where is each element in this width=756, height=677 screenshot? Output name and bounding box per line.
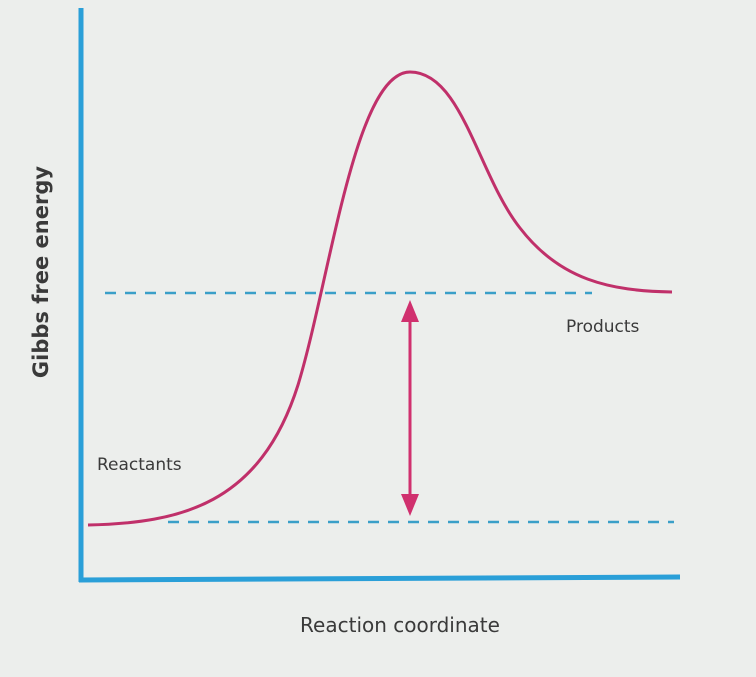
x-axis [78, 574, 681, 583]
x-axis-label: Reaction coordinate [300, 613, 500, 637]
energy-curve [87, 70, 673, 527]
y-axis-label: Gibbs free energy [29, 166, 53, 378]
arrow-head-up [401, 300, 419, 322]
arrow-head-down [401, 494, 419, 516]
products-label: Products [566, 317, 640, 337]
reactants-label: Reactants [97, 455, 182, 475]
